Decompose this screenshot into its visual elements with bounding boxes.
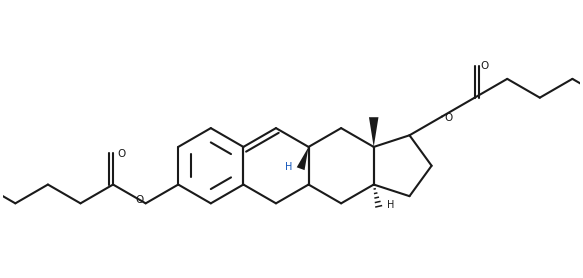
Text: O: O — [480, 61, 489, 71]
Text: H: H — [285, 162, 293, 172]
Text: O: O — [444, 113, 452, 123]
Text: O: O — [136, 195, 144, 205]
Polygon shape — [297, 147, 308, 170]
Text: H: H — [387, 200, 394, 210]
Text: O: O — [118, 148, 126, 158]
Polygon shape — [369, 117, 378, 147]
